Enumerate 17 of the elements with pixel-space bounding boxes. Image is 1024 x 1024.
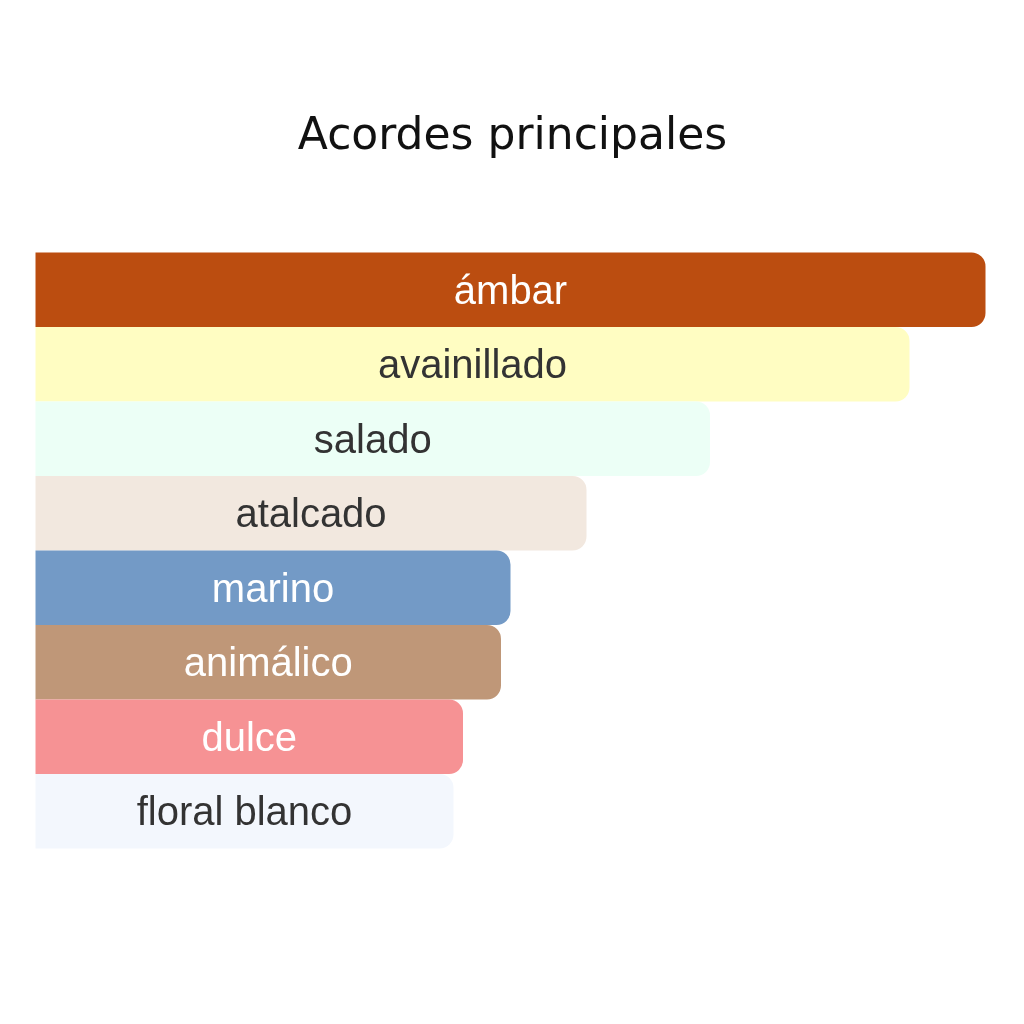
bar (35, 327, 910, 402)
y-tick-label: marino (211, 565, 335, 610)
bar (35, 774, 454, 849)
bar (35, 625, 501, 700)
y-tick-label: avainillado (377, 342, 568, 387)
y-tick-label: dulce (201, 714, 298, 759)
chart-title: Acordes principales (297, 108, 728, 159)
bar (35, 550, 511, 625)
y-tick-label: salado (313, 416, 432, 461)
y-tick-label: atalcado (235, 491, 387, 536)
bar (35, 476, 587, 551)
y-tick-label: floral blanco (136, 789, 353, 834)
bar (35, 699, 463, 774)
y-tick-label: ámbar (453, 267, 568, 312)
bar (35, 252, 986, 327)
bar (35, 401, 710, 476)
y-tick-label: animálico (183, 640, 353, 685)
